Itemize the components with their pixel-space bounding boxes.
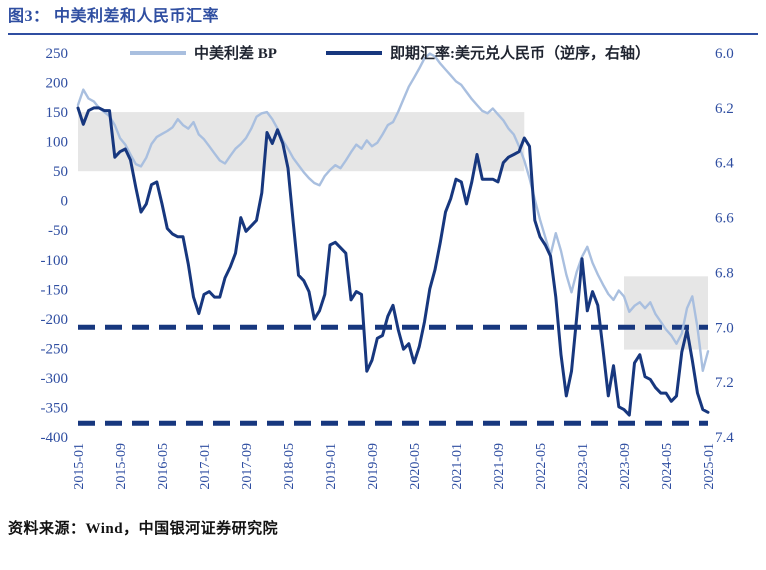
x-axis-tick: 2015-01 — [72, 443, 87, 490]
left-axis-tick: -50 — [48, 223, 68, 239]
left-axis-tick: -350 — [41, 401, 69, 417]
left-axis-tick: -150 — [41, 282, 69, 298]
left-axis-tick: 100 — [46, 135, 69, 151]
series-line-spread — [76, 52, 710, 372]
left-axis-tick: -100 — [41, 253, 69, 269]
source-note: 资料来源：Wind，中国银河证券研究院 — [8, 521, 279, 537]
right-axis-tick: 6.4 — [715, 156, 734, 172]
right-axis-tick: 6.2 — [715, 101, 734, 117]
left-axis-tick: 50 — [53, 164, 68, 180]
left-axis-tick: 150 — [46, 105, 69, 121]
x-axis-tick: 2019-09 — [366, 443, 381, 490]
x-axis-tick: 2017-01 — [198, 443, 213, 490]
legend-label: 即期汇率:美元兑人民币（逆序，右轴） — [390, 44, 650, 62]
left-axis-tick: 0 — [61, 194, 69, 210]
x-axis-tick: 2021-01 — [450, 443, 465, 490]
x-axis-tick: 2023-09 — [618, 443, 633, 490]
x-axis-tick: 2024-05 — [660, 443, 675, 490]
right-axis-tick: 6.6 — [715, 211, 734, 227]
legend-label: 中美利差 BP — [194, 44, 277, 62]
x-axis-tick: 2023-01 — [576, 443, 591, 490]
left-axis-tick: 250 — [46, 46, 69, 62]
figure-header: 图3： 中美利差和人民币汇率 — [8, 6, 758, 28]
x-axis-tick: 2015-09 — [114, 443, 129, 490]
highlight-band — [78, 112, 525, 172]
left-axis-tick: -300 — [41, 371, 69, 387]
x-axis-tick: 2020-05 — [408, 443, 423, 490]
chart-canvas: 250 200 150 100 50 0 -50 -100 -150 -200 -250 -300 -3… — [8, 39, 758, 513]
figure-title: 图3： 中美利差和人民币汇率 — [8, 8, 220, 25]
x-axis-tick: 2019-01 — [324, 443, 339, 490]
x-axis-tick: 2016-05 — [156, 443, 171, 490]
x-axis-tick: 2022-05 — [534, 443, 549, 490]
left-axis-tick: -400 — [41, 430, 69, 446]
x-axis-tick: 2021-09 — [492, 443, 507, 490]
line-chart: 250 200 150 100 50 0 -50 -100 -150 -200 -250 -300 -3… — [41, 44, 735, 490]
series-line-usdcny — [76, 106, 710, 417]
right-axis-tick: 6.8 — [715, 265, 734, 281]
title-divider — [8, 33, 758, 35]
right-axis-tick: 7.4 — [715, 430, 734, 446]
x-axis-tick: 2025-01 — [702, 443, 717, 490]
x-axis-tick: 2017-09 — [240, 443, 255, 490]
left-axis-tick: 200 — [46, 76, 69, 92]
right-axis-tick: 7.0 — [715, 320, 734, 336]
left-axis-tick: -200 — [41, 312, 69, 328]
right-axis-tick: 7.2 — [715, 375, 734, 391]
x-axis-tick: 2018-05 — [282, 443, 297, 490]
right-axis-tick: 6.0 — [715, 46, 734, 62]
left-axis-tick: -250 — [41, 341, 69, 357]
